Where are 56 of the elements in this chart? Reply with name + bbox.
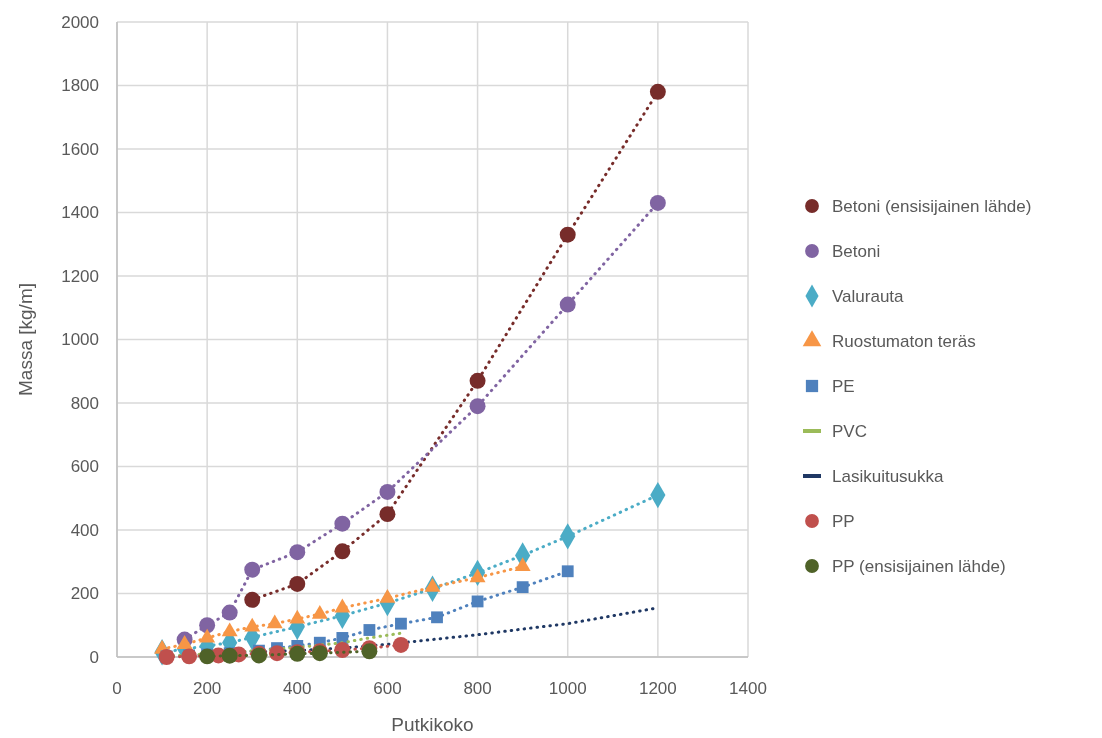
y-tick-label: 400 (70, 520, 99, 540)
point (561, 565, 574, 578)
point (334, 543, 351, 560)
point (199, 617, 216, 634)
legend-label: PVC (832, 421, 867, 441)
y-tick-label: 1200 (61, 266, 99, 286)
x-tick-label: 0 (112, 679, 122, 698)
y-tick-label: 1800 (61, 76, 99, 96)
point (379, 483, 396, 500)
point (221, 647, 238, 664)
legend-label: PP (ensisijainen lähde) (832, 556, 1006, 576)
y-tick-label: 2000 (61, 12, 99, 32)
point (649, 195, 666, 211)
y-tick-label: 800 (70, 393, 99, 413)
point (363, 624, 376, 636)
legend-label: Ruostumaton teräs (832, 331, 976, 351)
point (199, 648, 216, 665)
point (559, 296, 576, 313)
point (514, 557, 531, 572)
point (269, 645, 285, 662)
point (221, 604, 238, 621)
point (559, 226, 576, 243)
point (516, 581, 529, 594)
y-tick-label: 0 (89, 647, 99, 667)
y-tick-label: 200 (70, 584, 99, 604)
x-tick-label: 1200 (638, 679, 677, 698)
y-tick-label: 1000 (61, 330, 99, 350)
legend-label: Lasikuitusukka (832, 466, 945, 486)
x-tick-label: 1400 (729, 679, 767, 698)
point (289, 544, 306, 561)
legend-label: Betoni (ensisijainen lähde) (832, 196, 1032, 216)
point (379, 506, 396, 523)
y-axis-title: Massa [kg/m] (15, 283, 36, 396)
point (395, 617, 407, 630)
point (244, 561, 261, 578)
legend-label: PP (832, 511, 855, 531)
point (469, 398, 486, 415)
legend-label: Valurauta (832, 286, 905, 306)
point (392, 636, 409, 653)
point (334, 515, 351, 532)
point (244, 591, 261, 608)
point (431, 611, 443, 624)
x-axis-title: Putkikoko (391, 714, 474, 735)
x-tick-label: 400 (283, 679, 312, 698)
x-tick-label: 1000 (548, 679, 587, 698)
y-tick-label: 1400 (61, 203, 99, 223)
y-tick-label: 600 (70, 457, 99, 477)
point (469, 372, 486, 389)
legend-label: Betoni (832, 241, 881, 261)
point (289, 576, 306, 592)
x-tick-label: 800 (463, 679, 492, 698)
x-tick-label: 600 (373, 679, 402, 698)
x-tick-label: 200 (192, 679, 222, 698)
point (649, 83, 666, 100)
y-tick-label: 1600 (61, 139, 99, 159)
legend-label: PE (832, 376, 855, 396)
